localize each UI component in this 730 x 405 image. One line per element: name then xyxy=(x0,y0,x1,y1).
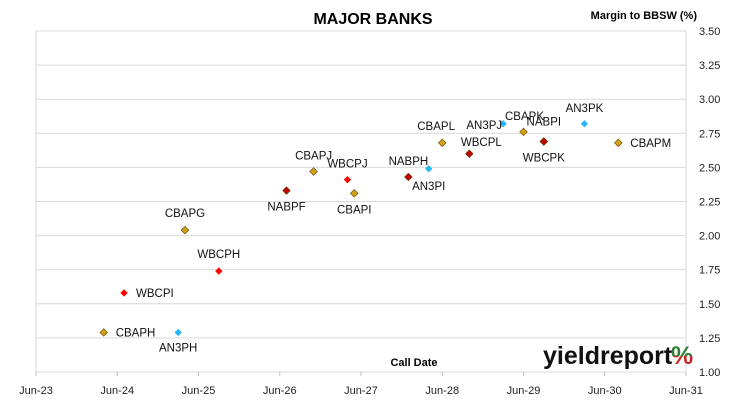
chart-title: MAJOR BANKS xyxy=(313,11,432,28)
x-tick-label: Jun-31 xyxy=(669,385,703,397)
point-label-wbcpk: WBCPK xyxy=(523,152,566,164)
point-wbcph xyxy=(215,267,223,275)
y-tick-label: 2.25 xyxy=(699,197,720,209)
point-wbcpl xyxy=(465,149,474,158)
point-an3pi xyxy=(425,165,433,173)
point-cbapm xyxy=(614,138,623,148)
point-nabph xyxy=(404,172,413,182)
point-label-cbapj: CBAPJ xyxy=(295,150,332,162)
x-tick-label: Jun-26 xyxy=(263,385,297,397)
point-cbapj xyxy=(309,167,318,176)
point-an3pj xyxy=(499,120,507,128)
point-label-an3pi: AN3PI xyxy=(412,181,445,193)
yieldreport-logo: yieldreport % xyxy=(543,342,693,370)
y-tick-label: 2.00 xyxy=(699,231,720,243)
point-label-cbapk: CBAPK xyxy=(505,111,544,123)
point-label-an3ph: AN3PH xyxy=(159,342,197,354)
percent-logo-icon: % xyxy=(671,342,693,370)
point-labels: CBAPH WBCPI AN3PH CBAPG WBCPH NABPF CBAPJWBCPJ… xyxy=(116,103,671,355)
x-tick-label: Jun-25 xyxy=(182,385,216,397)
y-tick-label: 2.50 xyxy=(699,162,720,174)
y-tick-label: 3.25 xyxy=(699,60,720,72)
point-label-cbapi: CBAPI xyxy=(337,204,372,216)
x-tick-labels: Jun-23 Jun-24 Jun-25 Jun-26 Jun-27 Jun-28 Jun-… xyxy=(19,372,703,397)
x-tick-label: Jun-28 xyxy=(425,385,459,397)
x-tick-label: Jun-29 xyxy=(507,385,541,397)
point-nabpf xyxy=(282,186,291,195)
grid-lines xyxy=(36,30,686,373)
point-label-wbcph: WBCPH xyxy=(197,249,240,261)
point-label-nabpi: NABPI xyxy=(527,116,562,128)
y-tick-label: 1.75 xyxy=(699,265,720,277)
point-cbaph xyxy=(99,328,108,337)
y-tick-label: 1.00 xyxy=(699,367,720,379)
point-cbapg xyxy=(180,225,190,235)
x-tick-label: Jun-23 xyxy=(19,385,53,397)
y-tick-label: 2.75 xyxy=(699,128,720,140)
y-tick-label: 3.50 xyxy=(699,26,720,38)
x-tick-label: Jun-24 xyxy=(100,385,134,397)
y-tick-label: 1.25 xyxy=(699,333,720,345)
x-tick-label: Jun-30 xyxy=(588,385,622,397)
point-label-nabph: NABPH xyxy=(389,156,429,168)
x-tick-label: Jun-27 xyxy=(344,385,378,397)
point-label-wbcpl: WBCPL xyxy=(461,137,503,149)
y-tick-label: 1.50 xyxy=(699,299,720,311)
point-label-nabpf: NABPF xyxy=(267,202,305,214)
point-label-an3pk: AN3PK xyxy=(566,103,604,115)
y-axis-title: Margin to BBSW (%) xyxy=(591,10,698,22)
point-label-wbcpj: WBCPJ xyxy=(327,159,367,171)
point-label-cbapl: CBAPL xyxy=(417,121,455,133)
point-label-an3pj: AN3PJ xyxy=(466,120,502,132)
brand-name: yieldreport xyxy=(543,342,673,370)
point-label-wbcpi: WBCPI xyxy=(136,288,174,300)
x-axis-title: Call Date xyxy=(390,357,437,369)
point-label-cbaph: CBAPH xyxy=(116,327,156,339)
y-tick-labels: 1.00 1.25 1.50 1.75 2.00 2.25 2.50 2.75 3.00 3.25… xyxy=(699,26,720,379)
point-wbcpk xyxy=(539,137,549,146)
y-tick-label: 3.00 xyxy=(699,94,720,106)
point-cbapi xyxy=(350,189,359,198)
point-label-cbapg: CBAPG xyxy=(165,208,205,220)
point-cbapk xyxy=(519,127,528,137)
point-label-cbapm: CBAPM xyxy=(630,138,671,150)
point-an3ph xyxy=(174,328,182,337)
point-cbapl xyxy=(438,138,447,148)
